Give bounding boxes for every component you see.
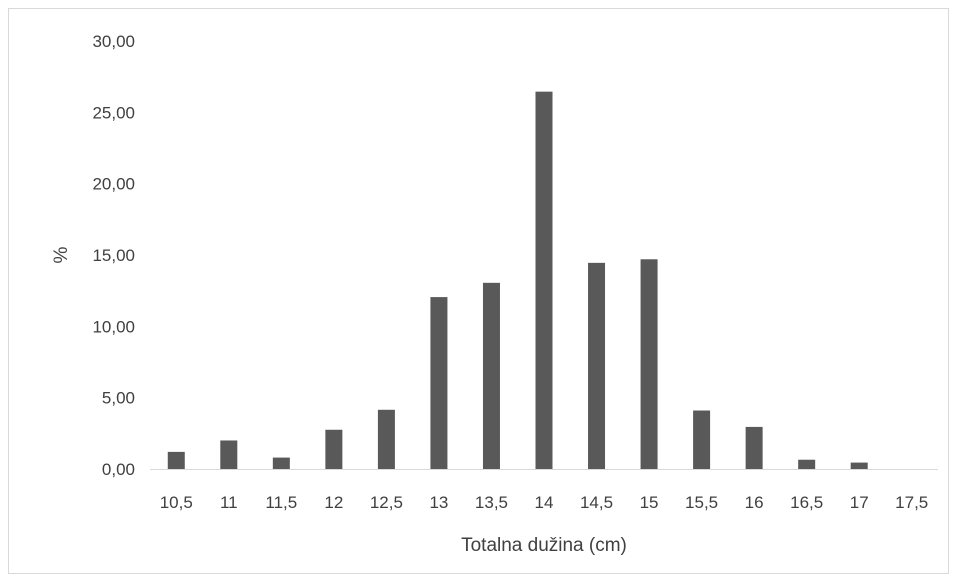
bar-13 xyxy=(430,297,448,469)
bar-14 xyxy=(535,91,553,470)
x-tick-label: 15 xyxy=(640,493,659,512)
y-tick-label: 15,00 xyxy=(92,246,135,265)
x-tick-label: 17 xyxy=(850,493,869,512)
y-tick-label: 25,00 xyxy=(92,103,135,122)
bar-11-5 xyxy=(272,457,290,469)
x-tick-label: 10,5 xyxy=(160,493,193,512)
bar-15 xyxy=(640,259,658,469)
x-tick-label: 16 xyxy=(745,493,764,512)
bar-14-5 xyxy=(588,262,606,469)
x-tick-label: 14,5 xyxy=(580,493,613,512)
y-tick-labels: 0,00 5,00 10,00 15,00 20,00 25,00 30,00 xyxy=(92,32,135,479)
x-tick-label: 14 xyxy=(535,493,554,512)
bars-group xyxy=(167,91,868,470)
bar-12 xyxy=(325,429,343,469)
x-tick-label: 11 xyxy=(220,493,238,512)
chart-frame xyxy=(8,8,949,574)
x-tick-label: 15,5 xyxy=(685,493,718,512)
y-tick-label: 10,00 xyxy=(92,317,135,336)
bar-11 xyxy=(220,440,238,469)
x-tick-label: 12,5 xyxy=(370,493,403,512)
x-tick-label: 13 xyxy=(429,493,448,512)
bar-16 xyxy=(745,426,763,469)
x-axis-title: Totalna dužina (cm) xyxy=(461,535,627,556)
y-tick-label: 20,00 xyxy=(92,175,135,194)
x-tick-labels: 10,5 11 11,5 12 12,5 13 13,5 14 14,5 15 15,5 16 16,5… xyxy=(160,493,929,512)
y-tick-label: 0,00 xyxy=(102,460,135,479)
bar-16-5 xyxy=(798,459,816,469)
x-tick-label: 17,5 xyxy=(895,493,928,512)
bar-10-5 xyxy=(167,451,185,469)
y-tick-label: 5,00 xyxy=(102,389,135,408)
bar-15-5 xyxy=(693,410,711,469)
y-tick-label: 30,00 xyxy=(92,32,135,51)
y-axis-title: % xyxy=(51,246,72,263)
x-tick-label: 11,5 xyxy=(265,493,297,512)
bar-17 xyxy=(850,462,868,469)
bar-13-5 xyxy=(482,282,500,469)
x-tick-label: 12 xyxy=(324,493,343,512)
bar-12-5 xyxy=(377,409,395,469)
x-tick-label: 16,5 xyxy=(790,493,823,512)
x-tick-label: 13,5 xyxy=(475,493,508,512)
